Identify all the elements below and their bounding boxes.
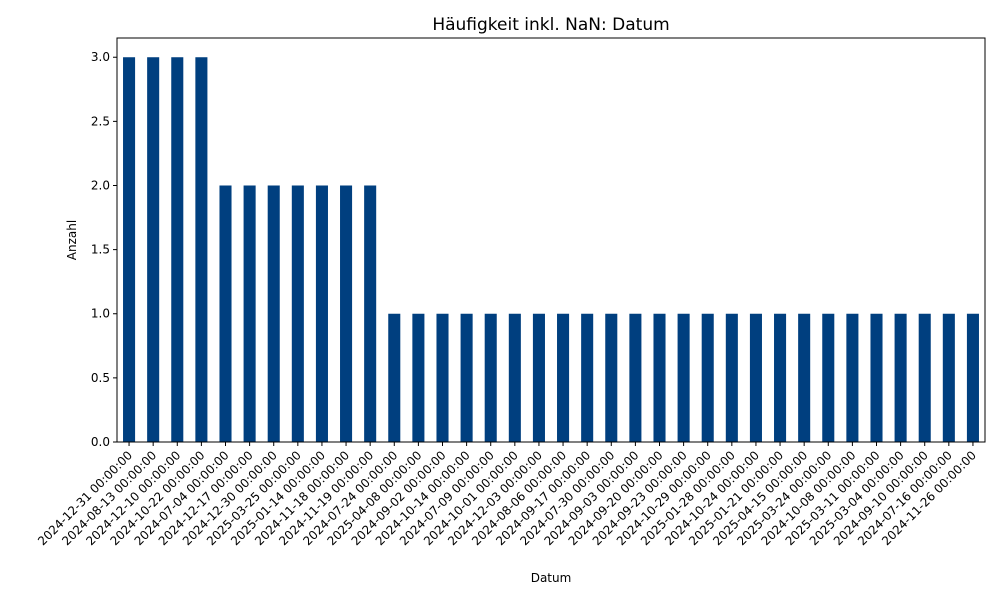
bar — [894, 313, 907, 442]
bar — [340, 185, 353, 442]
bar — [364, 185, 377, 442]
bar — [484, 313, 497, 442]
bar — [774, 313, 787, 442]
y-tick-label: 1.0 — [91, 307, 110, 321]
bar — [701, 313, 714, 442]
bar — [749, 313, 762, 442]
bar — [605, 313, 618, 442]
bar — [436, 313, 449, 442]
y-tick-label: 0.0 — [91, 435, 110, 449]
y-tick-label: 0.5 — [91, 371, 110, 385]
bar — [412, 313, 425, 442]
bar — [581, 313, 594, 442]
bar — [508, 313, 521, 442]
bar — [725, 313, 738, 442]
bars-group — [123, 57, 979, 442]
bar — [195, 57, 208, 442]
bar — [798, 313, 811, 442]
bar — [267, 185, 280, 442]
bar — [653, 313, 666, 442]
bar — [677, 313, 690, 442]
y-tick-label: 2.5 — [91, 114, 110, 128]
bar — [942, 313, 955, 442]
bar — [532, 313, 545, 442]
bar — [918, 313, 931, 442]
bar — [388, 313, 401, 442]
y-axis-label: Anzahl — [65, 220, 79, 260]
bar — [291, 185, 304, 442]
y-tick-label: 3.0 — [91, 50, 110, 64]
bar — [822, 313, 835, 442]
bar — [315, 185, 328, 442]
y-tick-label: 2.0 — [91, 178, 110, 192]
bar — [147, 57, 160, 442]
chart-title: Häufigkeit inkl. NaN: Datum — [432, 15, 669, 35]
bar — [870, 313, 883, 442]
bar — [123, 57, 136, 442]
bar — [966, 313, 979, 442]
bar — [243, 185, 256, 442]
bar — [846, 313, 859, 442]
plot-frame — [116, 37, 986, 443]
x-axis-label: Datum — [531, 571, 572, 585]
bar — [557, 313, 570, 442]
bar — [460, 313, 473, 442]
y-tick-label: 1.5 — [91, 243, 110, 257]
bar — [629, 313, 642, 442]
y-axis-ticks: 0.0 0.5 1.0 1.5 2.0 2.5 3.0 — [91, 50, 117, 449]
bar — [219, 185, 232, 442]
bar — [171, 57, 184, 442]
